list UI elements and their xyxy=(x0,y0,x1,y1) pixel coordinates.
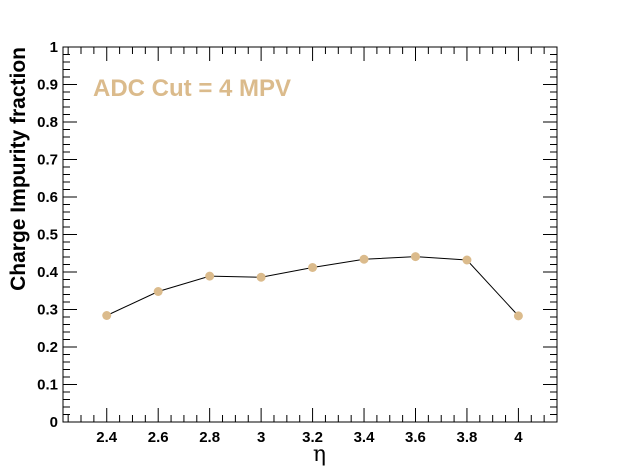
data-point xyxy=(153,287,163,296)
y-tick-label: 0.1 xyxy=(37,377,58,394)
y-axis-title: Charge Impurity fraction xyxy=(7,47,30,291)
data-point xyxy=(513,311,523,321)
y-tick-label: 0.9 xyxy=(37,77,58,94)
x-tick-label: 4 xyxy=(514,429,523,446)
annotation-label: ADC Cut = 4 MPV xyxy=(93,75,291,102)
x-tick-label: 2.4 xyxy=(96,429,118,446)
data-point xyxy=(308,263,318,272)
y-tick-label: 0.3 xyxy=(37,302,58,319)
x-tick-label: 3 xyxy=(257,429,265,446)
x-tick-label: 3.2 xyxy=(302,429,323,446)
x-axis-title: η xyxy=(313,442,326,467)
data-point xyxy=(256,272,266,282)
plot-frame xyxy=(62,46,558,423)
y-tick-label: 0.5 xyxy=(37,227,58,244)
y-tick-label: 0.4 xyxy=(37,264,59,281)
x-tick-label: 3.4 xyxy=(354,429,376,446)
x-tick-label: 3.6 xyxy=(405,429,426,446)
axis-ticks xyxy=(63,46,558,423)
y-tick-label: 0.6 xyxy=(37,189,58,206)
x-tick-label: 2.8 xyxy=(199,429,220,446)
data-point xyxy=(462,255,472,265)
y-tick-label: 0 xyxy=(50,414,58,431)
data-point xyxy=(205,271,215,281)
y-tick-label: 1 xyxy=(50,39,58,56)
x-tick-label: 3.8 xyxy=(457,429,478,446)
data-point xyxy=(359,254,369,264)
data-point xyxy=(102,311,112,320)
series-layer xyxy=(102,252,523,321)
y-tick-label: 0.8 xyxy=(37,114,58,131)
y-tick-label: 0.7 xyxy=(37,152,58,169)
data-point xyxy=(410,252,420,262)
axis-tick-labels: 0 0.1 0.2 0.3 0.4 0.5 0.6 0.7 0.8 0.9 1 2.4 2.6 2.8 3 3… xyxy=(37,39,523,446)
x-tick-label: 2.6 xyxy=(148,429,169,446)
y-tick-label: 0.2 xyxy=(37,339,58,356)
